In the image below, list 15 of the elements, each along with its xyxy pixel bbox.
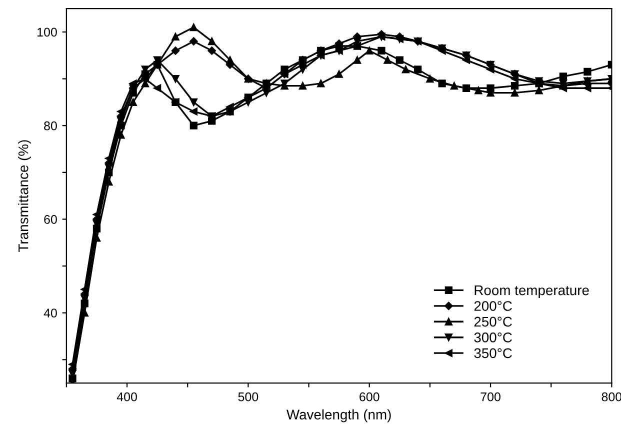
y-tick-label: 40: [44, 308, 57, 318]
x-tick-label: 400: [116, 392, 137, 402]
legend-label: 200°C: [474, 301, 512, 311]
x-tick-label: 600: [360, 392, 380, 402]
x-tick-label: 500: [238, 392, 258, 402]
y-tick-label: 80: [44, 121, 57, 130]
legend-label: 250°C: [474, 316, 512, 327]
legend-label: 350°C: [474, 348, 512, 358]
x-tick-label: 700: [480, 392, 500, 402]
y-tick-label: 100: [38, 28, 57, 37]
x-axis-title: Wavelength (nm): [286, 409, 391, 422]
legend-label: Room temperature: [474, 286, 589, 298]
y-tick-label: 60: [44, 215, 57, 224]
legend-label: 300°C: [474, 332, 512, 342]
y-axis-title: Transmittance (%): [18, 140, 32, 252]
